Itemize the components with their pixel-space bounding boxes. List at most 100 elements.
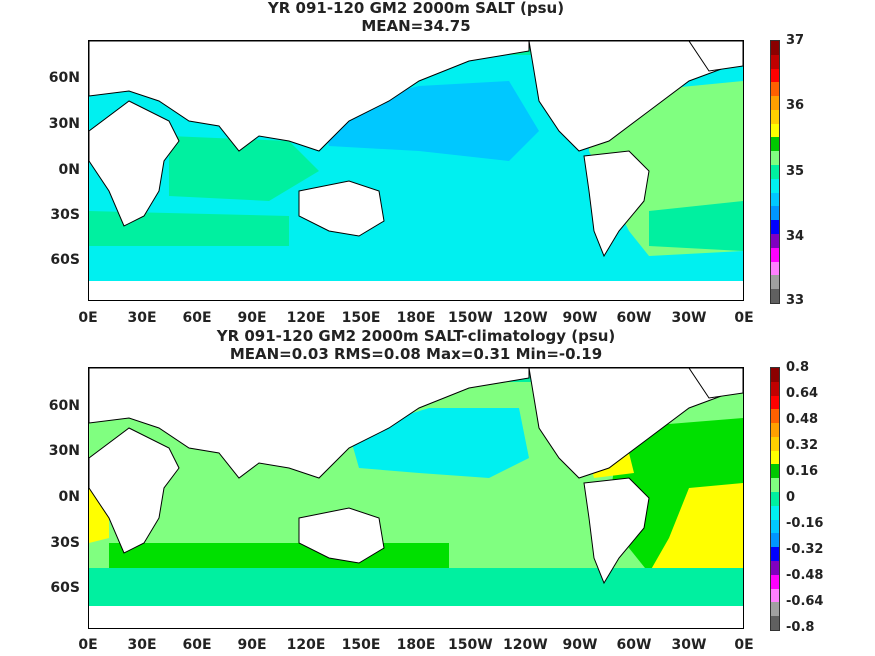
panel1-mean: MEAN=34.75 [361,17,471,35]
colorbar-segment [771,261,779,276]
colorbar-segment [771,178,779,193]
colorbar-segment [771,109,779,124]
colorbar-segment [771,206,779,221]
panel1-map-svg [89,41,743,300]
land-masses [89,41,743,258]
p2-xlabel-30e: 30E [127,637,157,653]
p1-ylabel-30s: 30S [50,207,80,223]
eurasia-land [89,41,530,152]
p1-cbar-label-35: 35 [786,164,805,179]
colorbar-segment [771,220,779,234]
colorbar-segment [771,505,779,520]
colorbar-segment [771,492,779,506]
atlantic-yellow-patch [649,483,743,573]
p1-xlabel-150e: 150E [341,310,381,326]
colorbar-segment [771,423,779,437]
colorbar-segment [771,395,779,410]
p1-xlabel-120e: 120E [286,310,326,326]
p2-xlabel-150w: 150W [448,637,493,653]
p2-xlabel-120e: 120E [286,637,326,653]
colorbar-segment [771,289,779,303]
p1-cbar-label-37: 37 [786,33,805,48]
colorbar-segment [771,68,779,83]
panel2-colorbar [770,367,780,631]
colorbar-segment [771,588,779,603]
greenland-land-2 [688,368,743,399]
p1-ylabel-0n: 0N [58,162,80,178]
p2-cbar-label-8: -0.48 [786,568,824,583]
p2-cbar-label-0: 0.8 [786,360,810,375]
colorbar-segment [771,574,779,589]
colorbar-segment [771,247,779,262]
colorbar-segment [771,478,779,493]
p2-cbar-label-6: -0.16 [786,516,824,531]
colorbar-segment [771,616,779,630]
p2-cbar-label-3: 0.32 [786,438,819,453]
p2-cbar-label-2: 0.48 [786,412,819,427]
colorbar-segment [771,547,779,561]
australia-land-2 [298,507,385,564]
p1-xlabel-0e-end: 0E [734,310,754,326]
colorbar-segment [771,137,779,152]
south-america-land [583,150,650,258]
p1-xlabel-30e: 30E [127,310,157,326]
p1-xlabel-30w: 30W [671,310,707,326]
antarctica-land [89,281,743,300]
panel2-title: YR 091-120 GM2 2000m SALT-climatology (p… [216,327,616,345]
colorbar-segment [771,151,779,166]
p2-cbar-label-5: 0 [786,490,796,505]
colorbar-segment [771,123,779,138]
p1-ylabel-30n: 30N [48,116,80,132]
p2-xlabel-0e: 0E [78,637,98,653]
p1-xlabel-90e: 90E [237,310,267,326]
p2-xlabel-30w: 30W [671,637,707,653]
p2-ylabel-30n: 30N [48,443,80,459]
colorbar-segment [771,602,779,617]
colorbar-segment [771,464,779,479]
panel2-stats: MEAN=0.03 RMS=0.08 Max=0.31 Min=-0.19 [229,345,603,363]
indian-aqua-field [169,136,319,201]
p2-ylabel-60n: 60N [48,398,80,414]
land-masses-2 [89,368,743,585]
colorbar-segment [771,519,779,534]
colorbar-segment [771,54,779,69]
panel1-title: YR 091-120 GM2 2000m SALT (psu) [267,0,565,17]
southern-aqua-band [89,568,743,608]
pacific-negative-field [349,408,529,478]
colorbar-segment [771,96,779,110]
p1-cbar-label-36: 36 [786,98,805,113]
p1-ylabel-60s: 60S [50,252,80,268]
africa-land-2 [89,427,180,554]
p2-cbar-label-4: 0.16 [786,464,819,479]
p1-xlabel-60e: 60E [182,310,212,326]
p1-xlabel-90w: 90W [562,310,598,326]
colorbar-segment [771,82,779,97]
colorbar-segment [771,409,779,424]
colorbar-segment [771,560,779,575]
p2-ylabel-60s: 60S [50,580,80,596]
p2-xlabel-0e-end: 0E [734,637,754,653]
panel2-map [88,367,744,629]
colorbar-segment [771,368,779,382]
colorbar-segment [771,533,779,548]
p2-cbar-label-10: -0.8 [786,620,815,635]
colorbar-segment [771,41,779,55]
p2-ylabel-0n: 0N [58,489,80,505]
greenland-land [688,41,743,72]
p2-cbar-label-7: -0.32 [786,542,824,557]
p2-xlabel-90w: 90W [562,637,598,653]
colorbar-segment [771,233,779,248]
colorbar-segment [771,450,779,465]
eurasia-land-2 [89,368,530,479]
p1-cbar-label-34: 34 [786,229,805,244]
colorbar-segment [771,275,779,290]
p2-cbar-label-9: -0.64 [786,594,824,609]
north-america-land-2 [528,368,743,479]
southern-green-band [109,543,449,568]
colorbar-segment [771,165,779,179]
p2-cbar-label-1: 0.64 [786,386,819,401]
p1-xlabel-60w: 60W [616,310,652,326]
p2-xlabel-60w: 60W [616,637,652,653]
antarctica-land-2 [89,606,743,628]
p1-xlabel-150w: 150W [448,310,493,326]
